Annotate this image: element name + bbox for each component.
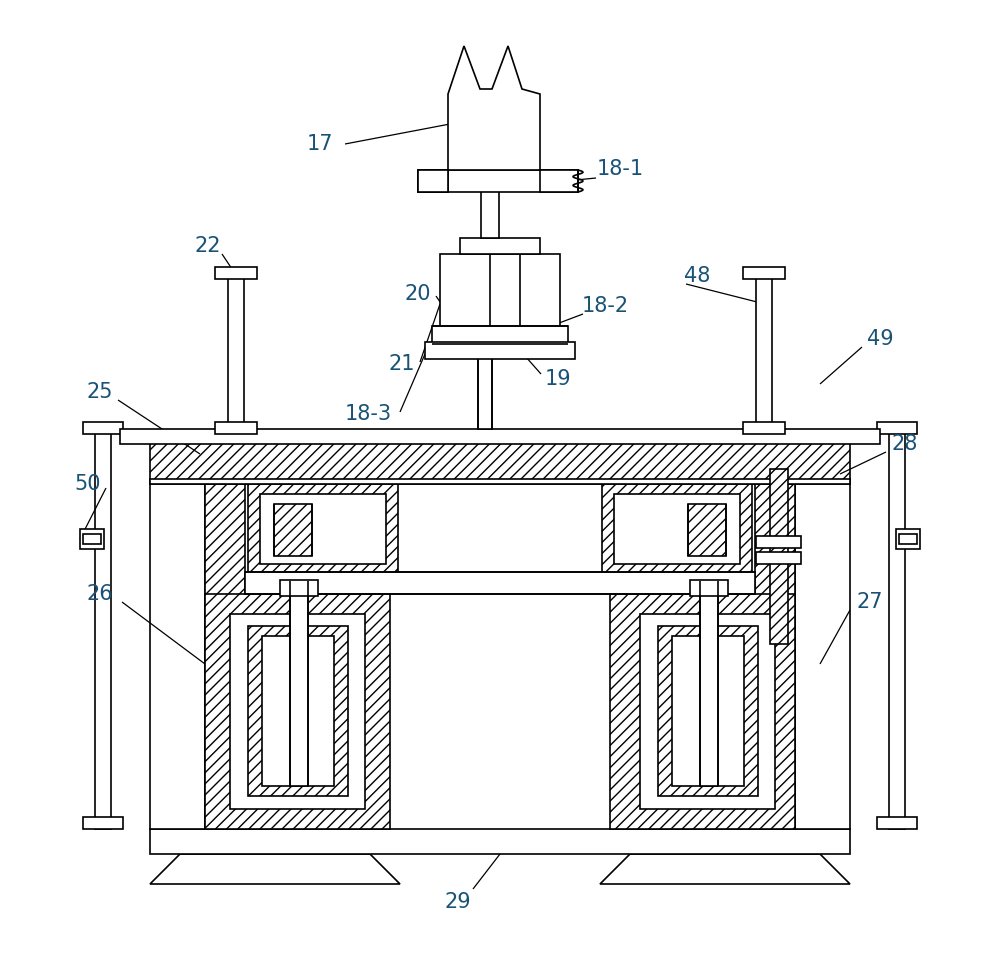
Text: 25: 25 — [87, 382, 113, 402]
Bar — [743, 422, 785, 434]
Text: 20: 20 — [405, 284, 431, 304]
Bar — [425, 342, 575, 359]
Bar — [150, 479, 205, 829]
Bar — [756, 536, 801, 548]
Bar — [877, 422, 917, 434]
Bar — [83, 422, 123, 434]
Bar — [640, 614, 775, 809]
Text: 19: 19 — [545, 369, 571, 389]
Bar — [150, 439, 850, 484]
Bar — [658, 626, 758, 796]
Bar — [150, 479, 850, 484]
Bar — [290, 581, 308, 786]
Polygon shape — [418, 170, 448, 192]
Polygon shape — [540, 170, 578, 192]
Bar — [470, 340, 500, 354]
Bar — [756, 552, 801, 564]
Bar — [743, 267, 785, 279]
Bar — [432, 326, 568, 344]
Bar — [896, 529, 920, 549]
Polygon shape — [150, 854, 400, 884]
Text: 29: 29 — [445, 892, 471, 912]
Bar — [418, 170, 448, 192]
Bar — [262, 636, 334, 786]
Bar — [205, 594, 390, 829]
Bar — [755, 484, 795, 829]
Bar — [248, 626, 348, 796]
Bar — [280, 580, 318, 596]
Bar — [205, 484, 245, 829]
Text: 18-3: 18-3 — [344, 404, 392, 424]
Bar — [700, 581, 718, 786]
Bar — [274, 504, 312, 556]
Text: 21: 21 — [389, 354, 415, 374]
Bar — [480, 290, 490, 340]
Bar — [248, 484, 398, 574]
Text: 28: 28 — [892, 434, 918, 454]
Bar — [481, 188, 499, 238]
Bar — [672, 636, 744, 786]
Bar — [230, 614, 365, 809]
Bar — [770, 469, 788, 644]
Bar — [899, 534, 917, 544]
Polygon shape — [448, 46, 540, 170]
Bar — [690, 580, 728, 596]
Text: 27: 27 — [857, 592, 883, 612]
Text: 26: 26 — [87, 584, 113, 604]
Bar — [460, 238, 540, 254]
Bar — [756, 274, 772, 429]
Bar — [418, 170, 578, 192]
Bar — [260, 494, 386, 564]
Bar — [83, 534, 101, 544]
Text: 17: 17 — [307, 134, 333, 154]
Bar — [150, 829, 850, 854]
Bar — [610, 594, 795, 829]
Bar — [889, 429, 905, 829]
Bar — [614, 494, 740, 564]
Text: 18-1: 18-1 — [596, 159, 644, 179]
Bar — [80, 529, 104, 549]
Text: 49: 49 — [867, 329, 893, 349]
Bar — [215, 422, 257, 434]
Bar — [440, 254, 560, 329]
Bar — [83, 817, 123, 829]
Bar — [478, 349, 492, 429]
Polygon shape — [600, 854, 850, 884]
Text: 48: 48 — [684, 266, 710, 286]
Bar — [120, 429, 880, 444]
Bar — [245, 572, 755, 594]
Bar — [795, 479, 850, 829]
Text: 50: 50 — [75, 474, 101, 494]
Bar — [228, 274, 244, 429]
Text: 22: 22 — [195, 236, 221, 256]
Bar — [602, 484, 752, 574]
Bar — [877, 817, 917, 829]
Text: 18-2: 18-2 — [581, 296, 629, 316]
Bar — [688, 504, 726, 556]
Bar — [95, 429, 111, 829]
Bar — [215, 267, 257, 279]
